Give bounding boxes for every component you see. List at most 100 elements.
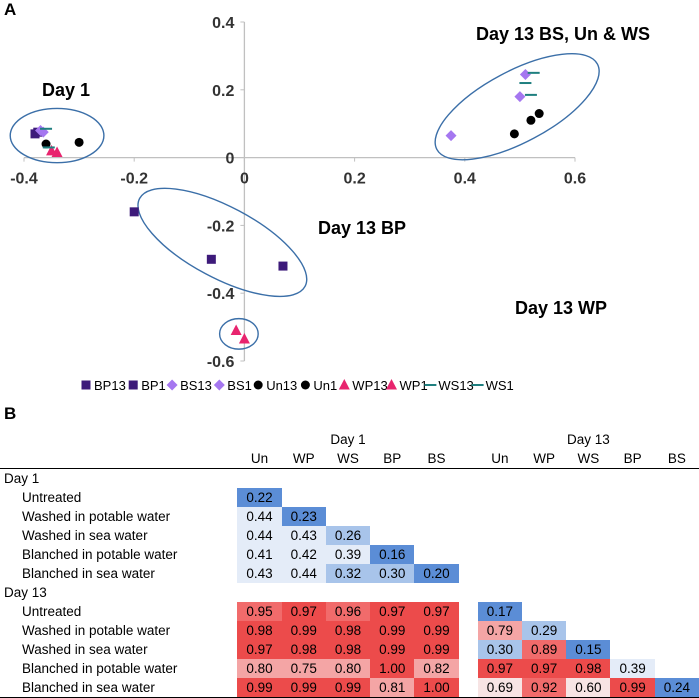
row-label: Blanched in sea water [0,678,238,698]
empty-cell [237,469,281,489]
legend-label-un1: Un1 [313,378,337,393]
empty-cell [655,469,699,489]
empty-cell [237,583,281,602]
x-tick-label: 0.2 [343,171,365,188]
value-cell [566,526,611,545]
value-cell: 0.30 [370,564,415,583]
value-cell [610,564,655,583]
empty-cell [370,583,414,602]
empty-cell [414,583,458,602]
column-header: Un [237,449,282,469]
value-cell [477,545,523,564]
column-header: Un [477,449,523,469]
column-gap [459,430,478,449]
empty-cell [414,469,458,489]
value-cell: 0.95 [237,602,282,621]
column-group-day1: Day 1 [330,432,366,447]
x-tick-label: 0.4 [454,171,476,188]
column-gap [459,621,478,640]
value-cell: 0.99 [281,678,326,698]
empty-cell [282,469,326,489]
cluster-ellipse [434,53,600,161]
row-label: Washed in potable water [22,509,171,524]
empty-cell [610,583,654,602]
value-cell: 0.60 [566,678,611,698]
value-cell: 0.75 [281,659,326,678]
column-gap [459,488,478,507]
value-cell [610,621,655,640]
panel-label-a: A [4,0,17,19]
value-cell: 0.92 [522,678,567,698]
legend-label-bs13: BS13 [180,378,212,393]
row-label: Washed in potable water [22,623,171,638]
data-point-wp13 [238,332,250,344]
x-tick-label: 0 [240,171,249,188]
column-gap [458,678,478,698]
column-gap [459,526,478,545]
legend-label-wp13: WP13 [352,378,387,393]
value-cell: 0.42 [281,545,326,564]
data-point-bs13 [514,91,526,103]
value-cell: 0.30 [477,640,523,659]
column-header: BS [654,449,699,469]
value-cell: 0.17 [477,602,523,621]
table-row: Washed in potable water 0.98 0.99 0.98 0.99 0… [0,621,699,640]
data-point-un13 [509,129,519,139]
y-tick-label: 0.4 [212,15,234,32]
data-point-un1 [41,139,51,149]
cluster-label: Day 13 BP [318,218,406,238]
value-cell: 1.00 [370,659,415,678]
value-cell [610,602,655,621]
value-cell: 0.32 [325,564,371,583]
value-cell [610,507,655,526]
value-cell [654,545,699,564]
empty-cell [566,469,610,489]
value-cell: 0.81 [370,678,415,698]
legend-label-ws13: WS13 [438,378,473,393]
value-cell: 0.98 [325,621,371,640]
value-cell: 0.99 [281,621,326,640]
value-cell: 0.44 [237,507,282,526]
value-cell [522,564,567,583]
cluster-label: Day 13 BS, Un & WS [476,24,650,44]
row-label: Washed in sea water [22,642,148,657]
value-cell [654,659,699,678]
value-cell [566,621,611,640]
legend-marker-bp1 [128,380,138,390]
value-cell: 0.99 [370,640,415,659]
data-point-un13 [534,109,544,119]
empty-cell [459,469,478,489]
legend-label-bp1: BP1 [141,378,166,393]
value-cell: 0.97 [281,602,326,621]
value-cell: 0.99 [325,678,371,698]
legend-marker-bp13 [81,380,91,390]
table-row: Washed in sea water 0.97 0.98 0.98 0.99 0.99 0… [0,640,699,659]
value-cell: 0.43 [237,564,282,583]
value-cell: 0.80 [325,659,371,678]
value-cell [281,488,326,507]
value-cell [522,602,567,621]
value-cell: 0.15 [566,640,611,659]
value-cell [654,564,699,583]
value-cell [522,488,567,507]
value-cell [654,621,699,640]
value-cell [522,526,567,545]
value-cell: 0.44 [281,564,326,583]
column-group-day13: Day 13 [567,432,610,447]
value-cell: 0.99 [414,640,459,659]
value-cell: 0.98 [566,659,611,678]
column-header: WS [566,449,611,469]
value-cell: 0.99 [610,678,655,698]
value-cell [522,507,567,526]
row-label: Washed in sea water [22,528,148,543]
column-gap [459,564,478,583]
value-cell [414,507,459,526]
row-group-label: Day 1 [4,471,40,486]
column-gap [459,659,478,678]
value-cell: 0.22 [237,488,282,507]
value-cell [370,507,415,526]
data-point-un13 [526,115,536,125]
value-cell: 0.20 [414,564,459,583]
cluster-label: Day 1 [42,80,90,100]
table-row: Blanched in sea water 0.43 0.44 0.32 0.30 0.2… [0,564,699,583]
